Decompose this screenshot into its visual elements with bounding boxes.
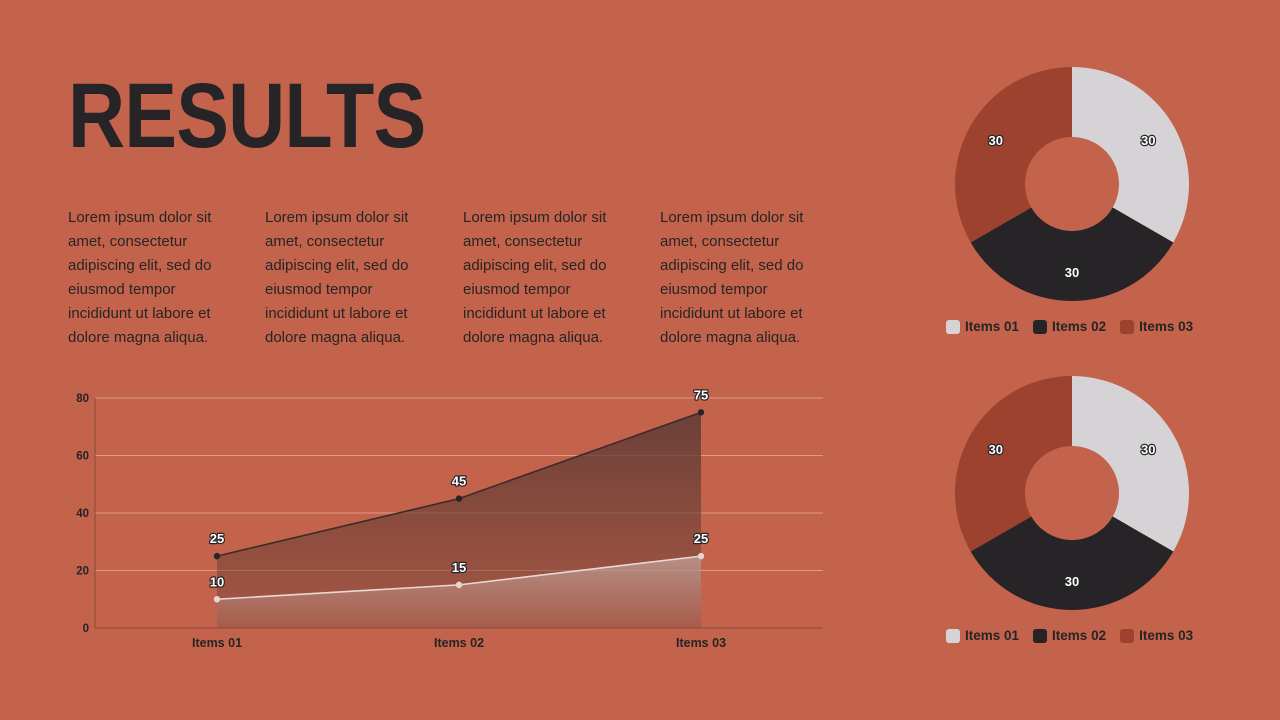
legend-label: Items 02 [1052,319,1107,334]
y-tick-label: 20 [76,566,89,578]
series-2-point [455,581,463,589]
donut-1-legend: Items 01 Items 02 Items 03 [946,319,1193,334]
slice-label: 30 [989,442,1003,457]
legend-item: Items 03 [1120,319,1193,334]
donut-slice [970,207,1174,301]
legend-label: Items 01 [965,628,1020,643]
slice-label: 30 [1141,133,1155,148]
x-tick-label: Items 02 [434,636,484,650]
data-label: 25 [694,531,708,546]
legend-item: Items 02 [1033,628,1106,643]
slice-label: 30 [1065,574,1079,589]
y-tick-label: 60 [76,451,89,463]
donut-slice [955,67,1072,243]
legend-label: Items 01 [965,319,1020,334]
slice-label: 30 [1141,442,1155,457]
legend-swatch [1033,628,1048,643]
legend-label: Items 03 [1139,628,1194,643]
donut-slice [1072,376,1189,552]
donut-slice [955,376,1072,552]
series-2-area [217,556,701,628]
legend-swatch [1033,319,1048,334]
legend-swatch [1120,319,1135,334]
donut-slice [1072,67,1189,243]
donut-chart-2: 30 30 30 [955,376,1189,610]
x-tick-label: Items 01 [192,636,242,650]
slice-label: 30 [989,133,1003,148]
data-label: 45 [452,474,466,489]
y-tick-label: 80 [76,393,89,405]
y-tick-label: 0 [83,623,89,635]
legend-item: Items 02 [1033,319,1106,334]
series-2-point [697,552,705,560]
donut-slice [970,516,1174,610]
slice-label: 30 [1065,265,1079,280]
legend-swatch [1120,628,1135,643]
y-tick-label: 40 [76,508,89,520]
series-1-point [455,495,463,502]
data-label: 15 [452,560,466,575]
text-column-3: Lorem ipsum dolor sit amet, consectetur … [463,209,607,346]
legend-item: Items 03 [1120,628,1193,643]
series-2-point [213,596,221,603]
legend-label: Items 02 [1052,628,1107,643]
page-title: RESULTS [68,65,426,167]
series-1-point [213,552,221,560]
data-label: 10 [210,574,224,589]
legend-label: Items 03 [1139,319,1194,334]
x-tick-label: Items 03 [676,636,726,650]
text-column-4: Lorem ipsum dolor sit amet, consectetur … [660,209,804,346]
text-column-2: Lorem ipsum dolor sit amet, consectetur … [265,209,409,346]
donut-2-legend: Items 01 Items 02 Items 03 [946,628,1193,643]
text-column-1: Lorem ipsum dolor sit amet, consectetur … [68,209,212,346]
data-label: 25 [210,531,224,546]
donut-chart-1: 30 30 30 [955,67,1189,301]
legend-swatch [946,628,960,643]
legend-swatch [946,319,960,334]
legend-item: Items 01 [946,319,1019,334]
data-label: 75 [694,387,708,402]
legend-item: Items 01 [946,628,1019,643]
series-1-point [697,409,705,416]
